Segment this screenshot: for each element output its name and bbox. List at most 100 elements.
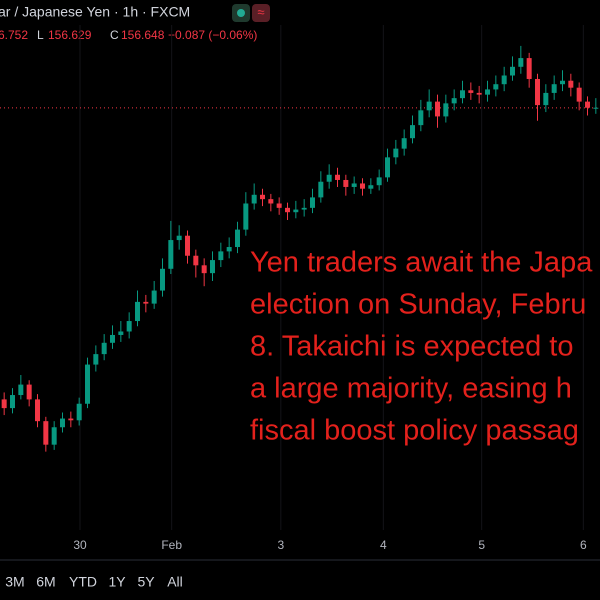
- candle-body: [251, 194, 257, 204]
- range-button[interactable]: 1Y: [108, 574, 126, 590]
- candle-body: [468, 90, 474, 93]
- candle-body: [143, 301, 149, 304]
- candle-body: [443, 103, 449, 117]
- candle-body: [418, 110, 424, 126]
- annotation: Yen traders await the Japa: [250, 247, 593, 279]
- symbol: ar / Japanese Yen · 1h · FXCM: [0, 4, 190, 20]
- annotation: a large majority, easing h: [250, 373, 572, 405]
- candle-body: [110, 334, 115, 343]
- candle-body: [351, 183, 357, 187]
- candle-body: [135, 301, 140, 322]
- icon-glyph: ≈: [257, 4, 264, 19]
- range-button[interactable]: 3M: [5, 574, 24, 590]
- candle-body: [10, 395, 15, 409]
- candle-body: [260, 194, 265, 200]
- candle-body: [385, 157, 390, 178]
- candle-body: [18, 384, 24, 396]
- candle-body: [243, 203, 249, 230]
- icon-dot: [237, 9, 245, 17]
- x-tick-label: 3: [277, 538, 284, 552]
- x-tick-label: 4: [380, 538, 387, 552]
- candle-body: [410, 125, 415, 139]
- candle-body: [485, 89, 490, 95]
- candle-body: [368, 185, 374, 189]
- candle-body: [1, 399, 7, 409]
- candle-body: [26, 384, 32, 400]
- candle-body: [285, 207, 290, 213]
- candle-body: [576, 87, 582, 102]
- candle-body: [176, 235, 182, 241]
- ohlc-value: −0.087 (−0.06%): [168, 28, 257, 42]
- ohlc-value: L: [37, 28, 44, 42]
- candle-body: [360, 183, 365, 189]
- candle-body: [460, 90, 465, 99]
- candle-body: [101, 342, 107, 355]
- candle-body: [76, 403, 82, 421]
- x-tick-label: 5: [478, 538, 485, 552]
- ohlc-value: 156.648: [121, 28, 165, 42]
- candle-body: [276, 203, 282, 208]
- ohlc-value: 6.752: [0, 28, 28, 42]
- candle-body: [43, 421, 49, 445]
- annotation: fiscal boost policy passag: [250, 415, 579, 447]
- candle-body: [335, 174, 340, 180]
- icon[interactable]: [252, 4, 270, 22]
- range-button[interactable]: 5Y: [137, 574, 155, 590]
- candle-body: [35, 399, 40, 422]
- range-button[interactable]: All: [167, 574, 183, 590]
- x-tick-label: 6: [580, 538, 587, 552]
- candle-body: [218, 251, 224, 261]
- candle-body: [326, 174, 332, 182]
- candle-body: [268, 199, 274, 204]
- candle-body: [543, 92, 549, 106]
- candle-body: [151, 290, 157, 304]
- candle-body: [560, 80, 565, 85]
- candle-body: [376, 177, 382, 186]
- candle-body: [476, 92, 482, 95]
- candle-body: [126, 321, 132, 332]
- candle-body: [501, 75, 507, 85]
- candle-body: [168, 240, 174, 269]
- candle-body: [393, 148, 399, 158]
- candle-body: [93, 354, 99, 365]
- candle-body: [60, 418, 65, 428]
- ohlc-value: C: [110, 28, 119, 42]
- range-button[interactable]: YTD: [69, 574, 97, 590]
- candle-body: [185, 235, 190, 256]
- candle-body: [226, 247, 232, 252]
- candle-body: [51, 427, 57, 445]
- candle-body: [568, 80, 574, 88]
- annotation: 8. Takaichi is expected to: [250, 331, 574, 363]
- candle-body: [401, 138, 407, 149]
- candle-body: [68, 418, 74, 421]
- candle-body: [585, 101, 590, 108]
- range-button[interactable]: 6M: [36, 574, 55, 590]
- candle-body: [343, 179, 349, 187]
- candle-body: [535, 78, 540, 106]
- candle-body: [518, 58, 524, 67]
- annotation: election on Sunday, Febru: [250, 289, 586, 321]
- candle-body: [301, 207, 307, 210]
- candle-body: [435, 101, 440, 117]
- x-tick-label: Feb: [161, 538, 182, 552]
- candle-body: [160, 268, 165, 291]
- candle-body: [235, 229, 240, 248]
- candle-body: [193, 255, 199, 266]
- ohlc: 6.752 L 156.629 C 156.648 −0.087 (−0.06%): [0, 28, 257, 42]
- candle-body: [201, 265, 207, 274]
- candle-body: [318, 181, 324, 198]
- candle-body: [118, 331, 124, 335]
- candle-body: [310, 197, 315, 208]
- candle-body: [293, 209, 299, 213]
- candle-body: [451, 98, 457, 104]
- candle-body: [426, 101, 432, 111]
- candle-body: [510, 66, 515, 76]
- candle-body: [551, 84, 557, 93]
- candle-body: [593, 107, 599, 109]
- ohlc-value: 156.629: [48, 28, 92, 42]
- x-tick-label: 30: [73, 538, 87, 552]
- candle-body: [493, 84, 499, 90]
